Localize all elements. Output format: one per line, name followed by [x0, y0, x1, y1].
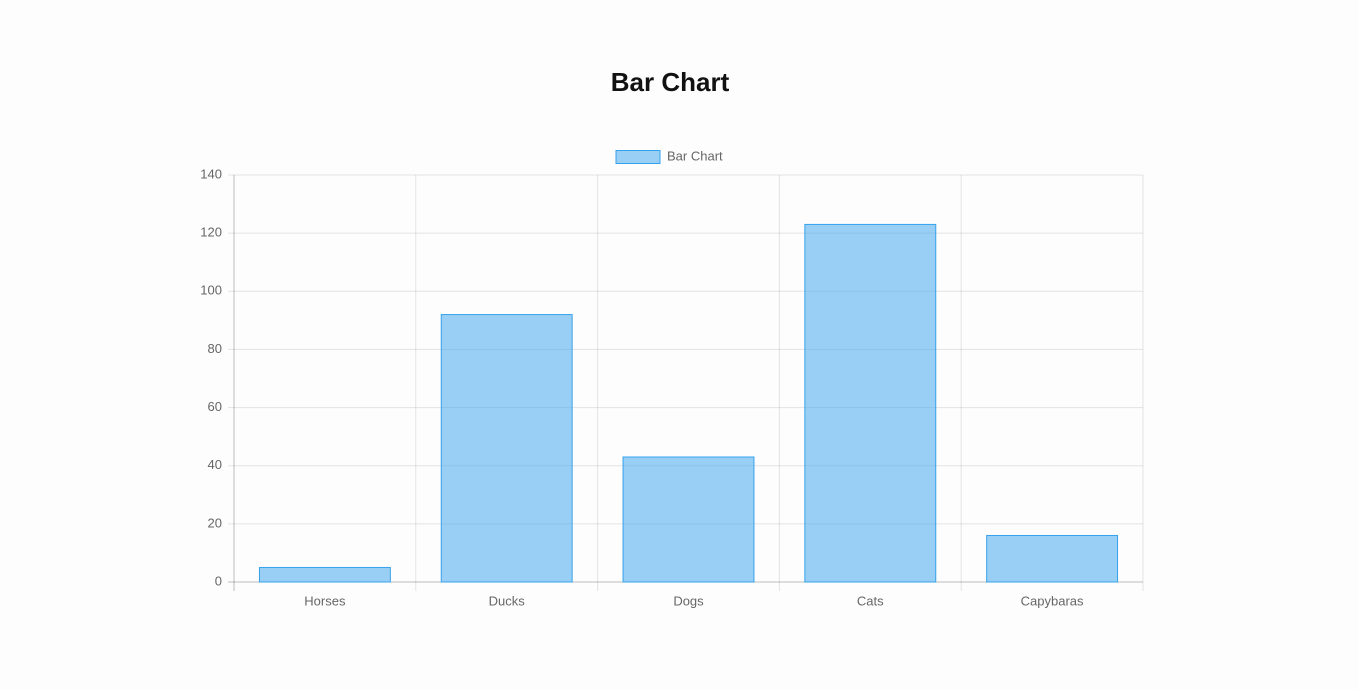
- x-tick-label: Cats: [857, 593, 884, 608]
- bar: [258, 566, 391, 583]
- x-tick-label: Capybaras: [1021, 593, 1084, 608]
- legend-swatch: [615, 150, 661, 164]
- bar: [622, 456, 755, 583]
- x-tick-label: Horses: [304, 593, 346, 608]
- bar: [440, 314, 573, 583]
- y-tick-label: 140: [200, 166, 222, 181]
- bar: [986, 534, 1119, 583]
- page-heading: Bar Chart: [611, 67, 730, 97]
- x-tick-label: Dogs: [673, 593, 704, 608]
- legend-label: Bar Chart: [667, 148, 723, 163]
- y-tick-label: 80: [208, 341, 222, 356]
- y-tick-label: 60: [208, 399, 222, 414]
- bar: [804, 223, 937, 583]
- x-tick-label: Ducks: [489, 593, 526, 608]
- y-tick-label: 0: [215, 573, 222, 588]
- y-tick-label: 120: [200, 225, 222, 240]
- y-tick-label: 40: [208, 457, 222, 472]
- y-tick-label: 100: [200, 283, 222, 298]
- y-tick-label: 20: [208, 515, 222, 530]
